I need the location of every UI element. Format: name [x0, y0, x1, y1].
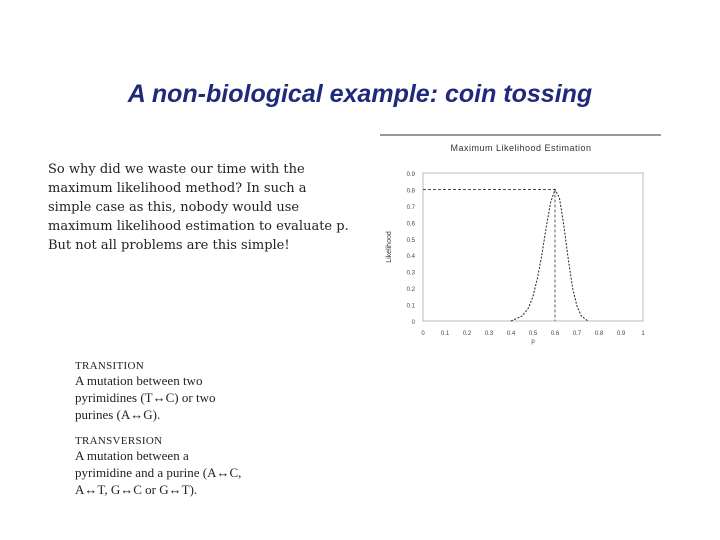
y-tick-label: 0.8 [407, 188, 416, 194]
transversion-line: pyrimidine and a purine (A↔C, [75, 465, 242, 480]
y-tick-label: 0.3 [407, 271, 416, 277]
x-tick-label: 0.8 [595, 331, 604, 337]
y-tick-label: 0 [412, 320, 416, 326]
x-tick-label: 0.3 [485, 331, 494, 337]
plot-frame [422, 172, 644, 322]
body-text: So why did we waste our time with the ma… [48, 162, 349, 253]
x-axis-label: p [531, 339, 535, 345]
y-tick-label: 0.5 [407, 238, 416, 244]
slide-title: A non-biological example: coin tossing [127, 80, 593, 108]
y-axis-label: Likelihood [386, 231, 393, 263]
transversion-definition: TRANSVERSION A mutation between a pyrimi… [75, 435, 335, 498]
y-tick-label: 0.6 [407, 221, 416, 227]
x-tick-label: 0.1 [441, 331, 450, 337]
y-tick-label: 0.7 [407, 205, 416, 211]
x-tick-label: 0.6 [551, 331, 560, 337]
x-tick-label: 1 [641, 331, 645, 337]
x-tick-label: 0.5 [529, 331, 538, 337]
transition-heading: TRANSITION [75, 360, 144, 372]
transition-line: A mutation between two [75, 373, 203, 388]
transition-line: purines (A↔G). [75, 407, 161, 422]
likelihood-curve [510, 188, 589, 322]
y-tick-label: 0.2 [407, 287, 416, 293]
y-tick-label: 0.1 [407, 304, 416, 310]
transition-definition: TRANSITION A mutation between two pyrimi… [75, 360, 335, 423]
chart-title: Maximum Likelihood Estimation [450, 143, 591, 153]
transversion-heading: TRANSVERSION [75, 435, 163, 447]
transition-line: pyrimidines (T↔C) or two [75, 390, 216, 405]
transversion-line: A mutation between a [75, 448, 189, 463]
x-tick-label: 0 [421, 331, 425, 337]
x-tick-label: 0.7 [573, 331, 582, 337]
likelihood-chart: Maximum Likelihood Estimation 0 0.1 0.2 0.3 0… [378, 130, 663, 350]
x-tick-label: 0.2 [463, 331, 472, 337]
y-tick-label: 0.4 [407, 254, 416, 260]
x-tick-label: 0.4 [507, 331, 516, 337]
transversion-line: A↔T, G↔C or G↔T). [75, 482, 198, 497]
x-tick-label: 0.9 [617, 331, 626, 337]
chart-svg: Maximum Likelihood Estimation 0 0.1 0.2 0.3 0… [380, 134, 661, 345]
definitions-panel: TRANSITION A mutation between two pyrimi… [75, 360, 335, 510]
y-tick-label: 0.9 [407, 172, 416, 178]
